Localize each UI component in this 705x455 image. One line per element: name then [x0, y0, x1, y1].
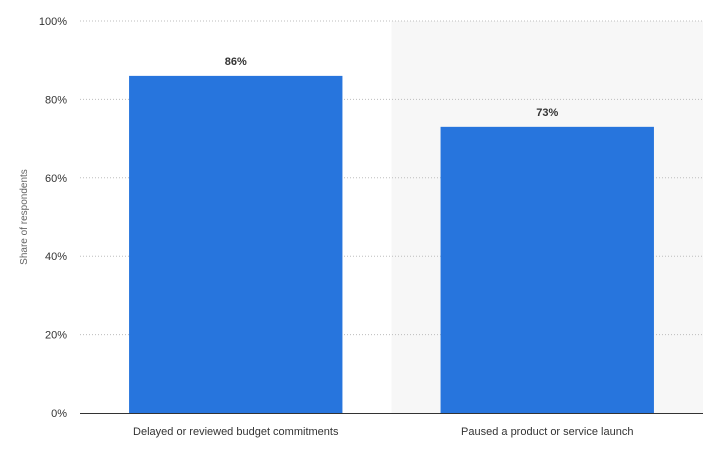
data-labels: 86% 73%: [225, 56, 559, 119]
bar-value-label: 73%: [536, 107, 558, 119]
bar: [440, 126, 654, 413]
y-tick-label: 40%: [45, 251, 67, 263]
x-tick-label: Paused a product or service launch: [461, 426, 633, 438]
bar-value-label: 86%: [225, 56, 247, 68]
y-tick-label: 0%: [51, 408, 67, 420]
y-tick-labels: 0% 20% 40% 60% 80% 100%: [39, 16, 67, 420]
y-tick-label: 100%: [39, 16, 67, 28]
y-tick-label: 80%: [45, 94, 67, 106]
bar: [129, 75, 343, 413]
x-tick-label: Delayed or reviewed budget commitments: [133, 426, 339, 438]
y-axis-title: Share of respondents: [19, 169, 30, 265]
bars: [129, 75, 654, 413]
y-tick-label: 60%: [45, 173, 67, 185]
x-tick-labels: Delayed or reviewed budget commitments Pa…: [133, 426, 633, 438]
y-tick-label: 20%: [45, 330, 67, 342]
